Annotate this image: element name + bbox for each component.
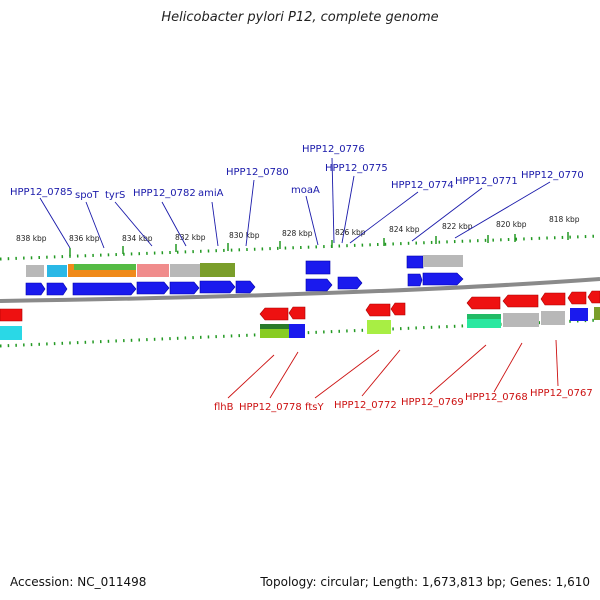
scale-tick: 824 kbp — [389, 225, 437, 244]
forward-label-leaders — [39, 157, 551, 249]
map-title: Helicobacter pylori P12, complete genome — [161, 10, 439, 25]
scale-tick-label: 828 kbp — [282, 229, 313, 238]
feature-band — [570, 308, 588, 321]
gene-label[interactable]: tyrS — [105, 190, 125, 201]
gene-arrow[interactable] — [337, 276, 363, 290]
feature-band — [137, 264, 169, 277]
gene-arrow[interactable] — [305, 278, 333, 292]
gene-arrow[interactable] — [235, 280, 256, 294]
feature-band — [594, 307, 600, 320]
scale-tick: 832 kbp — [175, 233, 229, 251]
scale-ticks: 838 kbp 836 kbp 834 kbp 832 kbp 830 kbp … — [16, 215, 580, 256]
gene-arrow[interactable] — [25, 282, 46, 296]
gene-arrow[interactable] — [259, 307, 289, 321]
genome-summary-text: Topology: circular; Length: 1,673,813 bp… — [260, 575, 590, 589]
feature-band — [200, 263, 235, 277]
gene-arrow[interactable] — [0, 308, 23, 322]
feature-band — [0, 326, 22, 340]
scale-tick: 818 kbp — [549, 215, 580, 240]
scale-tick-label: 834 kbp — [122, 234, 153, 243]
gene-label[interactable]: HPP12_0768 — [465, 392, 528, 403]
gene-label[interactable]: HPP12_0780 — [226, 167, 289, 178]
gene-label[interactable]: HPP12_0782 — [133, 188, 196, 199]
scale-tick: 836 kbp — [69, 234, 124, 254]
scale-tick-label: 820 kbp — [496, 220, 527, 229]
gene-arrow[interactable] — [540, 292, 566, 306]
gene-arrow[interactable] — [587, 290, 600, 304]
gene-box[interactable] — [305, 260, 331, 275]
gene-label[interactable]: flhB — [214, 402, 234, 413]
gene-arrow[interactable] — [365, 303, 391, 317]
gene-arrow[interactable] — [390, 302, 406, 316]
gene-label[interactable]: HPP12_0774 — [391, 180, 454, 191]
gene-arrow[interactable] — [422, 272, 464, 286]
gene-label[interactable]: HPP12_0770 — [521, 170, 584, 181]
feature-band — [289, 324, 305, 338]
gene-arrow[interactable] — [199, 280, 236, 294]
feature-band — [260, 324, 289, 329]
feature-band — [170, 264, 200, 277]
genome-backbone — [0, 277, 600, 303]
gene-label[interactable]: HPP12_0772 — [334, 400, 397, 411]
gene-arrow[interactable] — [46, 282, 68, 296]
gene-label[interactable]: HPP12_0776 — [302, 144, 365, 155]
scale-tick-label: 830 kbp — [229, 231, 260, 240]
scale-tick: 822 kbp — [442, 222, 489, 243]
gene-label[interactable]: HPP12_0769 — [401, 397, 464, 408]
gene-label[interactable]: HPP12_0771 — [455, 176, 518, 187]
accession-text: Accession: NC_011498 — [10, 575, 147, 589]
scale-tick: 834 kbp — [122, 234, 177, 252]
forward-features — [26, 255, 463, 277]
feature-band — [367, 320, 391, 334]
scale-tick: 826 kbp — [335, 228, 385, 246]
feature-band — [467, 314, 501, 319]
feature-band — [423, 255, 463, 267]
scale-tick-label: 822 kbp — [442, 222, 473, 231]
scale-tick-label: 818 kbp — [549, 215, 580, 224]
gene-box[interactable] — [406, 255, 424, 269]
scale-tick-label: 832 kbp — [175, 233, 206, 242]
reverse-genes — [0, 290, 600, 322]
forward-genes — [25, 255, 464, 296]
scale-tick: 838 kbp — [16, 234, 71, 256]
gene-label[interactable]: HPP12_0767 — [530, 388, 593, 399]
gene-label[interactable]: moaA — [291, 185, 320, 196]
reverse-gene-labels: flhB HPP12_0778 ftsY HPP12_0772 HPP12_07… — [214, 388, 593, 413]
gene-label[interactable]: spoT — [75, 190, 100, 201]
gene-arrow[interactable] — [407, 273, 423, 287]
gene-arrow[interactable] — [288, 306, 306, 320]
scale-tick: 830 kbp — [229, 231, 281, 249]
scale-tick: 828 kbp — [282, 229, 333, 248]
feature-band — [47, 265, 67, 277]
feature-band — [503, 313, 539, 327]
scale-tick: 820 kbp — [496, 220, 527, 242]
gene-arrow[interactable] — [136, 281, 170, 295]
forward-gene-labels: HPP12_0785 spoT tyrS HPP12_0782 amiA HPP… — [10, 144, 584, 201]
gene-label[interactable]: HPP12_0778 — [239, 402, 302, 413]
gene-arrow[interactable] — [466, 296, 501, 310]
gene-arrow[interactable] — [567, 291, 587, 305]
gene-arrow[interactable] — [502, 294, 539, 308]
reverse-features — [0, 307, 600, 340]
reverse-label-leaders — [227, 339, 559, 399]
gene-label[interactable]: amiA — [198, 188, 224, 199]
scale-tick-label: 824 kbp — [389, 225, 420, 234]
scale-tick-label: 836 kbp — [69, 234, 100, 243]
gene-label[interactable]: HPP12_0785 — [10, 187, 73, 198]
scale-tick-label: 826 kbp — [335, 228, 366, 237]
gene-arrow[interactable] — [72, 282, 137, 296]
gene-label[interactable]: ftsY — [305, 402, 324, 413]
scale-tick-label: 838 kbp — [16, 234, 47, 243]
feature-band — [541, 311, 565, 325]
feature-band — [26, 265, 44, 277]
gene-arrow[interactable] — [169, 281, 200, 295]
gene-label[interactable]: HPP12_0775 — [325, 163, 388, 174]
feature-band — [74, 264, 136, 270]
